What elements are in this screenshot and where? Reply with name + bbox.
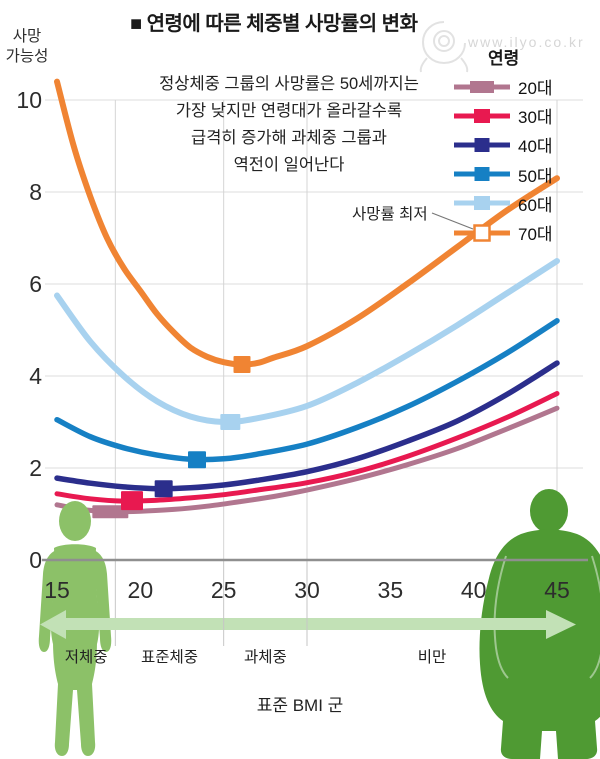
legend-item-50대: 50대 [454, 160, 553, 189]
legend-marker-square [454, 137, 510, 152]
category-divider-lines-front [223, 561, 308, 646]
x-tick-label: 35 [377, 577, 404, 603]
annotation-line: 급격히 증가해 과체중 그룹과 [191, 129, 387, 147]
min-marker-60대 [220, 414, 241, 430]
x-tick-label: 30 [294, 577, 320, 603]
min-marker-20대 [92, 505, 129, 519]
annotation-line: 가장 낮지만 연령대가 올라갈수록 [175, 102, 403, 120]
legend-item-20대: 20대 [454, 72, 553, 101]
annotation-line: 정상체중 그룹의 사망률은 50세까지는 [159, 75, 419, 93]
curve-40대 [54, 360, 560, 492]
annotation-line: 역전이 일어난다 [233, 156, 345, 174]
obese-body-silhouette [479, 489, 600, 759]
legend-item-30대: 30대 [454, 101, 553, 130]
bmi-range-arrow [40, 610, 576, 639]
x-tick-label: 25 [210, 577, 237, 603]
y-axis-title-line2: 가능성 [5, 48, 49, 65]
y-tick-label: 4 [29, 363, 42, 389]
legend-item-40대: 40대 [454, 130, 553, 159]
minimum-mortality-markers [92, 356, 251, 519]
legend-marker-square [454, 167, 510, 182]
legend-label: 20대 [518, 79, 553, 99]
x-tick-label: 45 [544, 577, 570, 603]
y-tick-label: 0 [29, 547, 42, 573]
legend-label: 50대 [518, 166, 553, 186]
legend-label: 30대 [518, 108, 553, 128]
legend-label: 40대 [518, 137, 553, 157]
annotation-block: 정상체중 그룹의 사망률은 50세까지는 가장 낮지만 연령대가 올라갈수록 급… [136, 71, 442, 179]
x-axis-title: 표준 BMI 군 [256, 696, 344, 715]
legend: 연령 20대 30대 40대 50대 60대 70대 [454, 44, 553, 247]
legend-item-60대: 60대 [454, 189, 553, 218]
y-tick-label: 2 [29, 455, 42, 481]
y-tick-label: 6 [29, 271, 42, 297]
legend-label: 60대 [518, 195, 553, 215]
legend-label: 70대 [518, 225, 553, 245]
watermark-text: www.ilyo.co.kr [468, 34, 585, 50]
watermark-rose-icon [419, 21, 469, 73]
minimum-mortality-label: 사망률 최저 [352, 206, 428, 223]
category-label-저체중: 저체중 [64, 649, 108, 666]
y-tick-label: 8 [29, 179, 42, 205]
curve-60대 [54, 258, 560, 426]
y-axis-title: 사망 가능성 [0, 27, 54, 67]
category-label-과체중: 과체중 [243, 649, 287, 666]
x-tick-label: 15 [44, 577, 70, 603]
x-tick-label: 20 [127, 577, 154, 603]
min-marker-70대 [233, 356, 251, 373]
x-tick-label: 40 [460, 577, 487, 603]
category-label-비만: 비만 [417, 649, 447, 666]
min-marker-30대 [121, 491, 143, 511]
chart-title: ■ 연령에 따른 체중별 사망률의 변화 [130, 13, 418, 35]
y-tick-label: 10 [16, 87, 42, 113]
min-marker-40대 [154, 480, 173, 498]
curve-50대 [54, 318, 560, 463]
category-label-표준체중: 표준체중 [140, 649, 199, 666]
legend-marker-square [454, 196, 510, 211]
legend-marker-square [454, 108, 510, 123]
y-axis-title-line1: 사망 [12, 28, 42, 45]
legend-items: 20대 30대 40대 50대 60대 70대 [454, 72, 553, 247]
legend-item-70대: 70대 [454, 218, 553, 247]
legend-marker-hollow-square [454, 223, 510, 242]
min-marker-50대 [188, 451, 206, 469]
legend-marker-square [454, 80, 510, 93]
legend-title: 연령 [488, 49, 520, 68]
curve-70대 [54, 78, 560, 368]
annotation-leader-line [431, 212, 474, 230]
